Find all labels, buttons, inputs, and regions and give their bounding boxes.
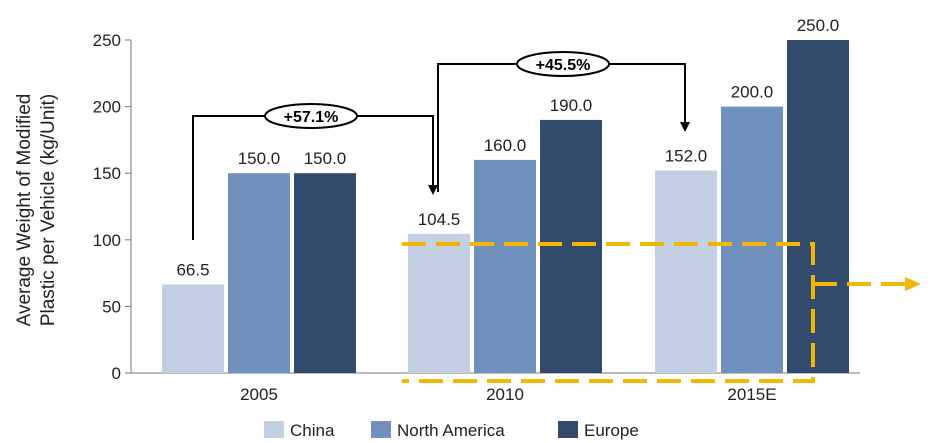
bar-china-2005 bbox=[162, 284, 224, 373]
legend-swatch bbox=[558, 421, 578, 438]
x-tick-label: 2005 bbox=[240, 385, 278, 404]
dashed-highlight-arrowhead bbox=[905, 277, 921, 291]
bar-value-label: 152.0 bbox=[665, 147, 708, 166]
y-tick-label: 0 bbox=[112, 364, 121, 383]
dashed-highlight-box bbox=[402, 242, 815, 383]
bar-value-label: 250.0 bbox=[797, 16, 840, 35]
y-tick-label: 200 bbox=[93, 98, 121, 117]
growth-label-1: +57.1% bbox=[284, 109, 339, 126]
y-axis-ticks: 0 50 100 150 200 250 bbox=[93, 31, 131, 383]
bar-value-label: 160.0 bbox=[484, 136, 527, 155]
bar-value-label: 66.5 bbox=[176, 260, 209, 279]
bar-value-label: 104.5 bbox=[418, 210, 461, 229]
legend-swatch bbox=[371, 421, 391, 438]
y-tick-label: 250 bbox=[93, 31, 121, 50]
bar-north-america-2005 bbox=[228, 173, 290, 373]
bar-europe-2010 bbox=[540, 119, 602, 373]
legend-label: Europe bbox=[584, 421, 639, 440]
growth-badge-2 bbox=[516, 51, 610, 77]
bar-china-2010 bbox=[408, 233, 470, 373]
y-axis-label-line1: Average Weight of Modified bbox=[14, 94, 35, 327]
legend: China North America Europe bbox=[264, 421, 639, 440]
y-axis-label-line2: Plastic per Vehicle (kg/Unit) bbox=[38, 94, 59, 326]
bar-north-america-2015e bbox=[721, 106, 783, 373]
growth-annotation-1: +57.1% bbox=[192, 103, 438, 240]
growth-badge-1 bbox=[264, 103, 358, 129]
x-tick-label: 2015E bbox=[727, 385, 776, 404]
bar-value-label: 190.0 bbox=[550, 96, 593, 115]
legend-swatch bbox=[264, 421, 284, 438]
growth-annotation-2: +45.5% bbox=[437, 51, 690, 192]
y-tick-label: 100 bbox=[93, 231, 121, 250]
growth-label-2: +45.5% bbox=[536, 57, 591, 74]
bar-value-label: 200.0 bbox=[731, 83, 774, 102]
bar-north-america-2010 bbox=[474, 159, 536, 373]
y-tick-label: 150 bbox=[93, 164, 121, 183]
legend-label: North America bbox=[397, 421, 505, 440]
bar-europe-2005 bbox=[294, 173, 356, 373]
bar-europe-2015e bbox=[787, 40, 849, 373]
y-tick-label: 50 bbox=[102, 297, 121, 316]
bar-china-2015e bbox=[655, 170, 717, 373]
bar-value-labels: 66.5 150.0 150.0 104.5 160.0 190.0 152.0 200.0 2… bbox=[176, 16, 839, 279]
bar-value-label: 150.0 bbox=[238, 149, 281, 168]
bars bbox=[162, 40, 849, 373]
legend-label: China bbox=[290, 421, 335, 440]
x-axis-labels: 2005 2010 2015E bbox=[240, 385, 777, 404]
dashed-highlight bbox=[402, 242, 921, 383]
x-tick-label: 2010 bbox=[486, 385, 524, 404]
bar-value-label: 150.0 bbox=[304, 149, 347, 168]
